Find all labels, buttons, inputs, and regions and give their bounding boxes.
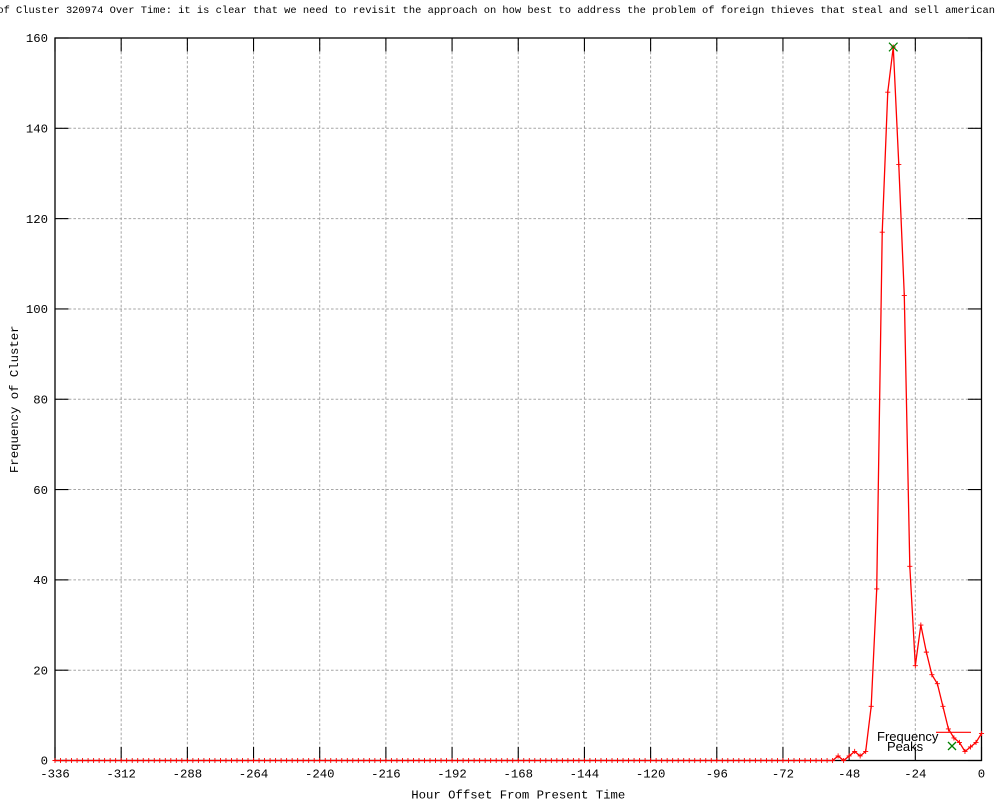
- svg-text:Hour Offset From Present Time: Hour Offset From Present Time: [411, 789, 625, 800]
- svg-text:140: 140: [26, 123, 48, 137]
- svg-text:-72: -72: [772, 768, 794, 782]
- svg-text:Peaks: Peaks: [887, 739, 924, 754]
- svg-text:-264: -264: [239, 768, 269, 782]
- svg-text:Frequency of Cluster 320974 Ov: Frequency of Cluster 320974 Over Time: i…: [0, 5, 1000, 17]
- svg-text:-48: -48: [838, 768, 860, 782]
- svg-text:-24: -24: [904, 768, 926, 782]
- svg-text:40: 40: [33, 574, 48, 588]
- svg-text:60: 60: [33, 484, 48, 498]
- svg-text:-192: -192: [437, 768, 467, 782]
- svg-text:80: 80: [33, 393, 48, 407]
- svg-text:0: 0: [41, 755, 48, 769]
- svg-text:-96: -96: [706, 768, 728, 782]
- svg-text:120: 120: [26, 213, 48, 227]
- svg-text:-168: -168: [503, 768, 533, 782]
- svg-text:100: 100: [26, 303, 48, 317]
- svg-text:20: 20: [33, 664, 48, 678]
- svg-text:-144: -144: [570, 768, 600, 782]
- svg-text:160: 160: [26, 32, 48, 46]
- svg-text:0: 0: [978, 768, 985, 782]
- svg-text:-312: -312: [106, 768, 136, 782]
- svg-text:-336: -336: [40, 768, 70, 782]
- svg-text:-120: -120: [636, 768, 666, 782]
- svg-text:-288: -288: [173, 768, 203, 782]
- svg-text:Frequency of Cluster: Frequency of Cluster: [8, 325, 22, 473]
- svg-text:-216: -216: [371, 768, 401, 782]
- svg-text:-240: -240: [305, 768, 335, 782]
